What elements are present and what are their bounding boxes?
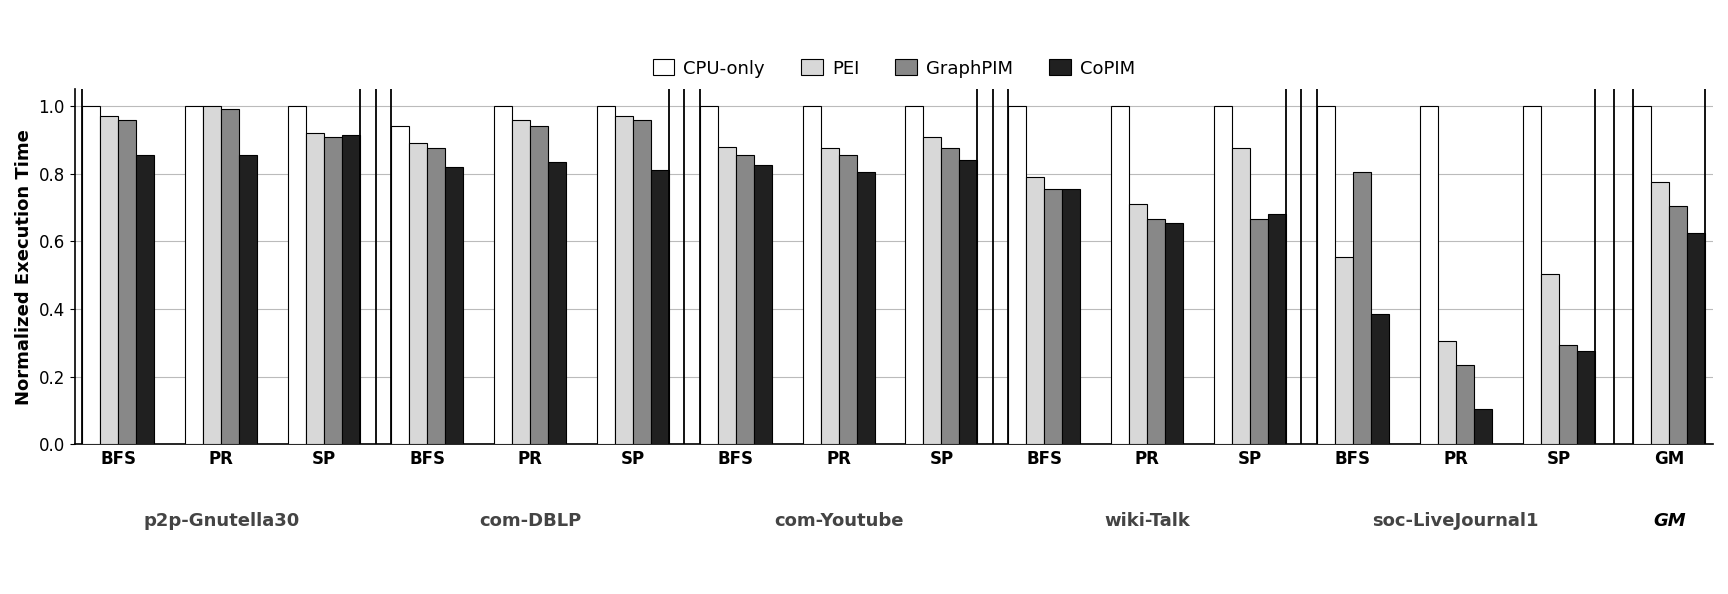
Bar [1633,106,1652,444]
Bar [306,133,325,444]
Bar [494,106,511,444]
Bar [137,155,154,444]
Bar [1128,204,1147,444]
Bar [923,137,942,444]
Bar [651,170,669,444]
Bar [1317,106,1336,444]
Bar [1232,148,1249,444]
Bar [1147,219,1165,444]
Bar [83,106,100,444]
Bar [1044,189,1063,444]
Bar [959,160,978,444]
Bar [1165,223,1184,444]
Bar [736,155,753,444]
Bar [700,106,717,444]
Bar [615,116,632,444]
Bar [530,127,548,444]
Text: wiki-Talk: wiki-Talk [1104,512,1191,530]
Bar [289,106,306,444]
Bar [596,106,615,444]
Bar [1026,177,1044,444]
Bar [1438,341,1455,444]
Bar [1652,182,1669,444]
Bar [1687,233,1706,444]
Bar [342,135,359,444]
Bar [1336,257,1353,444]
Text: soc-LiveJournal1: soc-LiveJournal1 [1372,512,1540,530]
Bar [238,155,257,444]
Bar [857,172,874,444]
Bar [185,106,204,444]
Bar [632,119,651,444]
Legend: CPU-only, PEI, GraphPIM, CoPIM: CPU-only, PEI, GraphPIM, CoPIM [646,52,1142,85]
Bar [204,106,221,444]
Bar [1215,106,1232,444]
Bar [821,148,838,444]
Bar [221,109,238,444]
Bar [1455,365,1474,444]
Bar [1111,106,1128,444]
Bar [1669,206,1687,444]
Bar [1370,314,1389,444]
Text: com-DBLP: com-DBLP [479,512,581,530]
Bar [717,147,736,444]
Bar [391,127,410,444]
Bar [410,143,427,444]
Bar [548,162,565,444]
Bar [1249,219,1268,444]
Bar [1474,409,1491,444]
Bar [1541,274,1559,444]
Bar [1576,352,1595,444]
Bar [1559,345,1576,444]
Text: GM: GM [1654,512,1685,530]
Bar [1420,106,1438,444]
Bar [838,155,857,444]
Bar [325,137,342,444]
Bar [1007,106,1026,444]
Bar [753,165,772,444]
Bar [942,148,959,444]
Bar [905,106,923,444]
Bar [119,119,137,444]
Bar [1353,172,1370,444]
Bar [1063,189,1080,444]
Bar [1522,106,1541,444]
Bar [427,148,446,444]
Text: p2p-Gnutella30: p2p-Gnutella30 [143,512,299,530]
Bar [100,116,119,444]
Bar [511,119,530,444]
Bar [1268,214,1286,444]
Bar [802,106,821,444]
Bar [446,167,463,444]
Y-axis label: Normalized Execution Time: Normalized Execution Time [16,129,33,405]
Text: com-Youtube: com-Youtube [774,512,904,530]
